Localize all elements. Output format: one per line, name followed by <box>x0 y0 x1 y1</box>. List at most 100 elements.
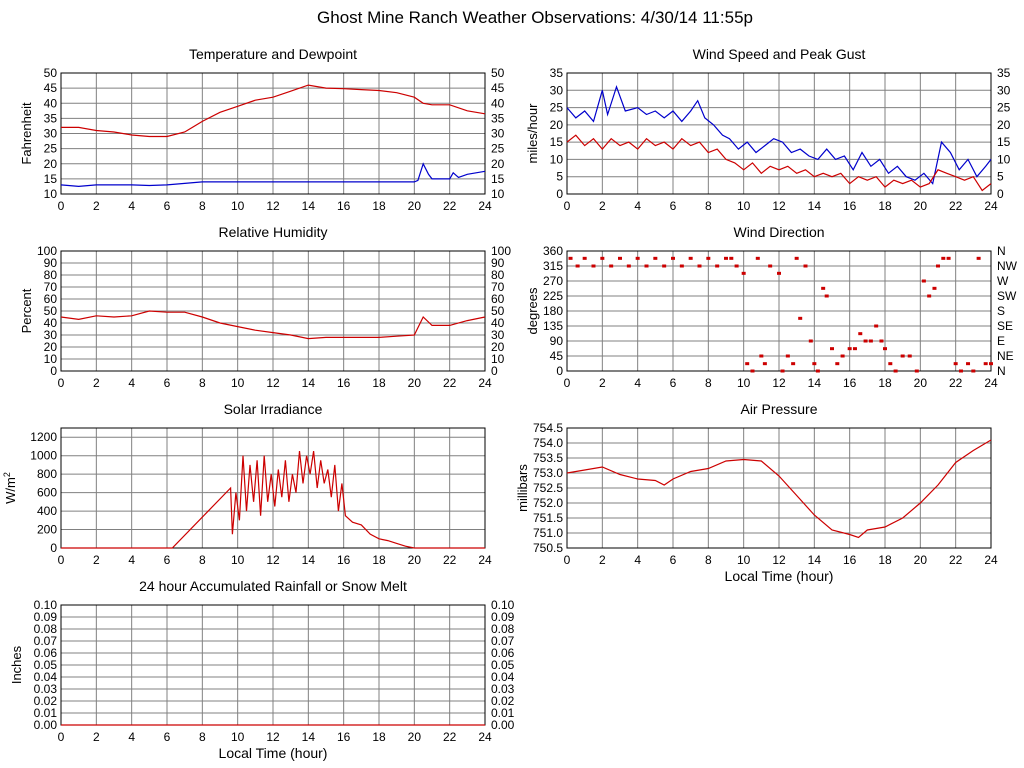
y-tick-label: 30 <box>44 328 58 342</box>
x-tick-label: 22 <box>949 199 963 213</box>
x-tick-label: 6 <box>670 553 677 567</box>
right-tick-label: 0.05 <box>491 658 515 672</box>
x-tick-label: 2 <box>599 553 606 567</box>
y-tick-label: 0.04 <box>34 670 58 684</box>
y-tick-label: 0 <box>50 541 57 555</box>
x-tick-label: 10 <box>737 376 751 390</box>
x-tick-label: 22 <box>949 553 963 567</box>
x-tick-label: 20 <box>914 553 928 567</box>
y-tick-label: 754.0 <box>533 436 563 450</box>
x-tick-label: 12 <box>772 553 786 567</box>
x-tick-label: 6 <box>164 553 171 567</box>
y-axis-label: miles/hour <box>525 103 540 164</box>
plot-frame <box>60 427 486 549</box>
y-tick-label: 270 <box>543 274 563 288</box>
x-tick-label: 22 <box>443 553 457 567</box>
y-tick-label: 90 <box>44 256 58 270</box>
data-point <box>907 354 912 358</box>
x-tick-label: 8 <box>705 553 712 567</box>
y-tick-label: 10 <box>550 152 564 166</box>
data-point <box>609 264 614 268</box>
plot-frame <box>566 427 992 549</box>
data-point <box>941 256 946 260</box>
x-tick-label: 16 <box>337 730 351 744</box>
data-point <box>983 362 988 366</box>
y-tick-label: 600 <box>37 486 57 500</box>
x-tick-label: 24 <box>984 553 998 567</box>
x-tick-label: 12 <box>266 553 280 567</box>
x-tick-label: 16 <box>843 199 857 213</box>
right-tick-label: 80 <box>491 268 505 282</box>
data-point <box>745 362 750 366</box>
x-tick-label: 8 <box>199 199 206 213</box>
y-tick-label: 225 <box>543 289 563 303</box>
y-tick-label: 45 <box>44 81 58 95</box>
data-point <box>966 362 971 366</box>
right-tick-label: W <box>997 274 1009 288</box>
x-tick-label: 20 <box>914 199 928 213</box>
y-tick-label: 360 <box>543 244 563 258</box>
data-point <box>946 256 951 260</box>
x-tick-label: 8 <box>705 199 712 213</box>
y-tick-label: 90 <box>550 334 564 348</box>
right-tick-label: E <box>997 334 1005 348</box>
right-tick-label: 10 <box>997 152 1011 166</box>
x-tick-label: 4 <box>128 730 135 744</box>
data-point <box>791 362 796 366</box>
y-tick-label: 5 <box>556 170 563 184</box>
data-point <box>803 264 808 268</box>
right-tick-label: 0.02 <box>491 694 515 708</box>
right-tick-label: 30 <box>491 127 505 141</box>
x-tick-label: 6 <box>164 199 171 213</box>
right-tick-label: 5 <box>997 170 1004 184</box>
data-point <box>921 279 926 283</box>
x-tick-label: 14 <box>302 553 316 567</box>
right-tick-label: S <box>997 304 1005 318</box>
right-tick-label: 0.01 <box>491 706 515 720</box>
x-tick-label: 24 <box>984 376 998 390</box>
y-axis-label: W/m2 <box>2 472 18 504</box>
data-point <box>618 256 622 260</box>
data-point <box>575 264 580 268</box>
y-tick-label: 25 <box>550 101 564 115</box>
data-point <box>858 332 863 336</box>
y-tick-label: 35 <box>44 111 58 125</box>
y-tick-label: 60 <box>44 292 58 306</box>
data-point <box>883 347 887 351</box>
x-tick-label: 4 <box>634 199 641 213</box>
series-line <box>61 451 485 549</box>
page-title: Ghost Mine Ranch Weather Observations: 4… <box>317 8 753 27</box>
x-tick-label: 22 <box>949 376 963 390</box>
x-tick-label: 18 <box>372 730 386 744</box>
x-tick-label: 10 <box>231 199 245 213</box>
x-tick-label: 2 <box>599 199 606 213</box>
x-tick-label: 10 <box>231 730 245 744</box>
series-line <box>61 84 486 138</box>
right-tick-label: 90 <box>491 256 505 270</box>
x-tick-label: 4 <box>634 376 641 390</box>
right-tick-label: NW <box>997 259 1018 273</box>
right-tick-label: 40 <box>491 96 505 110</box>
data-point <box>852 347 857 351</box>
x-tick-label: 10 <box>231 376 245 390</box>
y-tick-label: 0.09 <box>34 610 58 624</box>
right-tick-label: 30 <box>491 328 505 342</box>
data-point <box>582 256 587 260</box>
data-point <box>568 256 573 260</box>
y-tick-label: 753.0 <box>533 466 563 480</box>
right-tick-label: N <box>997 244 1006 258</box>
y-tick-label: 0.03 <box>34 682 58 696</box>
data-point <box>824 294 829 298</box>
x-tick-label: 16 <box>843 376 857 390</box>
data-point <box>808 339 813 343</box>
plot-frame <box>566 72 992 195</box>
right-tick-label: 15 <box>997 135 1011 149</box>
data-point <box>879 339 884 343</box>
y-tick-label: 70 <box>44 280 58 294</box>
right-tick-label: 0.04 <box>491 670 515 684</box>
x-tick-label: 0 <box>58 199 65 213</box>
y-tick-label: 0 <box>50 364 57 378</box>
y-tick-label: 752.5 <box>533 481 563 495</box>
x-tick-label: 22 <box>443 199 457 213</box>
